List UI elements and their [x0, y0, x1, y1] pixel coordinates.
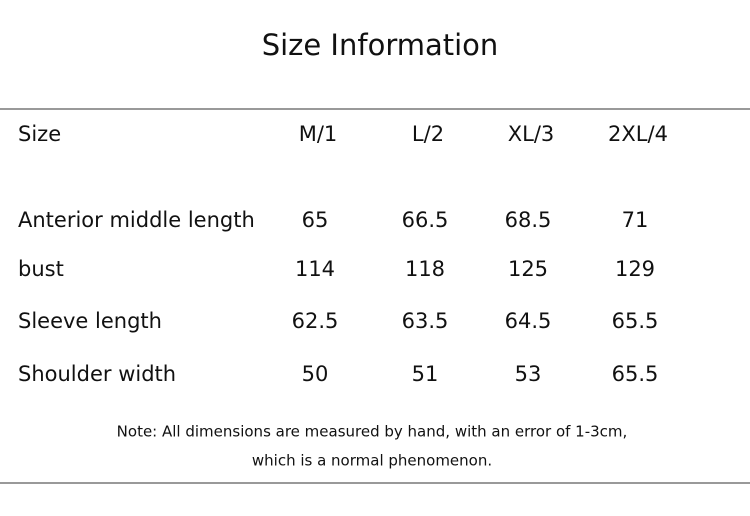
- cell-value: 64.5: [505, 309, 552, 333]
- column-header: XL/3: [508, 122, 555, 146]
- cell-value: 51: [412, 362, 439, 386]
- title: Size Information: [262, 28, 499, 62]
- note-line: Note: All dimensions are measured by han…: [117, 423, 628, 441]
- column-header: L/2: [412, 122, 444, 146]
- cell-value: 118: [405, 257, 445, 281]
- cell-value: 50: [302, 362, 329, 386]
- cell-value: 68.5: [505, 208, 552, 232]
- cell-value: 129: [615, 257, 655, 281]
- row-label: Anterior middle length: [18, 208, 255, 232]
- note-line: which is a normal phenomenon.: [252, 452, 492, 470]
- row-label: bust: [18, 257, 64, 281]
- cell-value: 65.5: [612, 309, 659, 333]
- cell-value: 125: [508, 257, 548, 281]
- row-label: Shoulder width: [18, 362, 176, 386]
- cell-value: 66.5: [402, 208, 449, 232]
- column-header: 2XL/4: [608, 122, 668, 146]
- cell-value: 53: [515, 362, 542, 386]
- column-header: Size: [18, 122, 61, 146]
- cell-value: 63.5: [402, 309, 449, 333]
- cell-value: 65.5: [612, 362, 659, 386]
- row-label: Sleeve length: [18, 309, 162, 333]
- column-header: M/1: [299, 122, 338, 146]
- cell-value: 65: [302, 208, 329, 232]
- cell-value: 71: [622, 208, 649, 232]
- cell-value: 62.5: [292, 309, 339, 333]
- cell-value: 114: [295, 257, 335, 281]
